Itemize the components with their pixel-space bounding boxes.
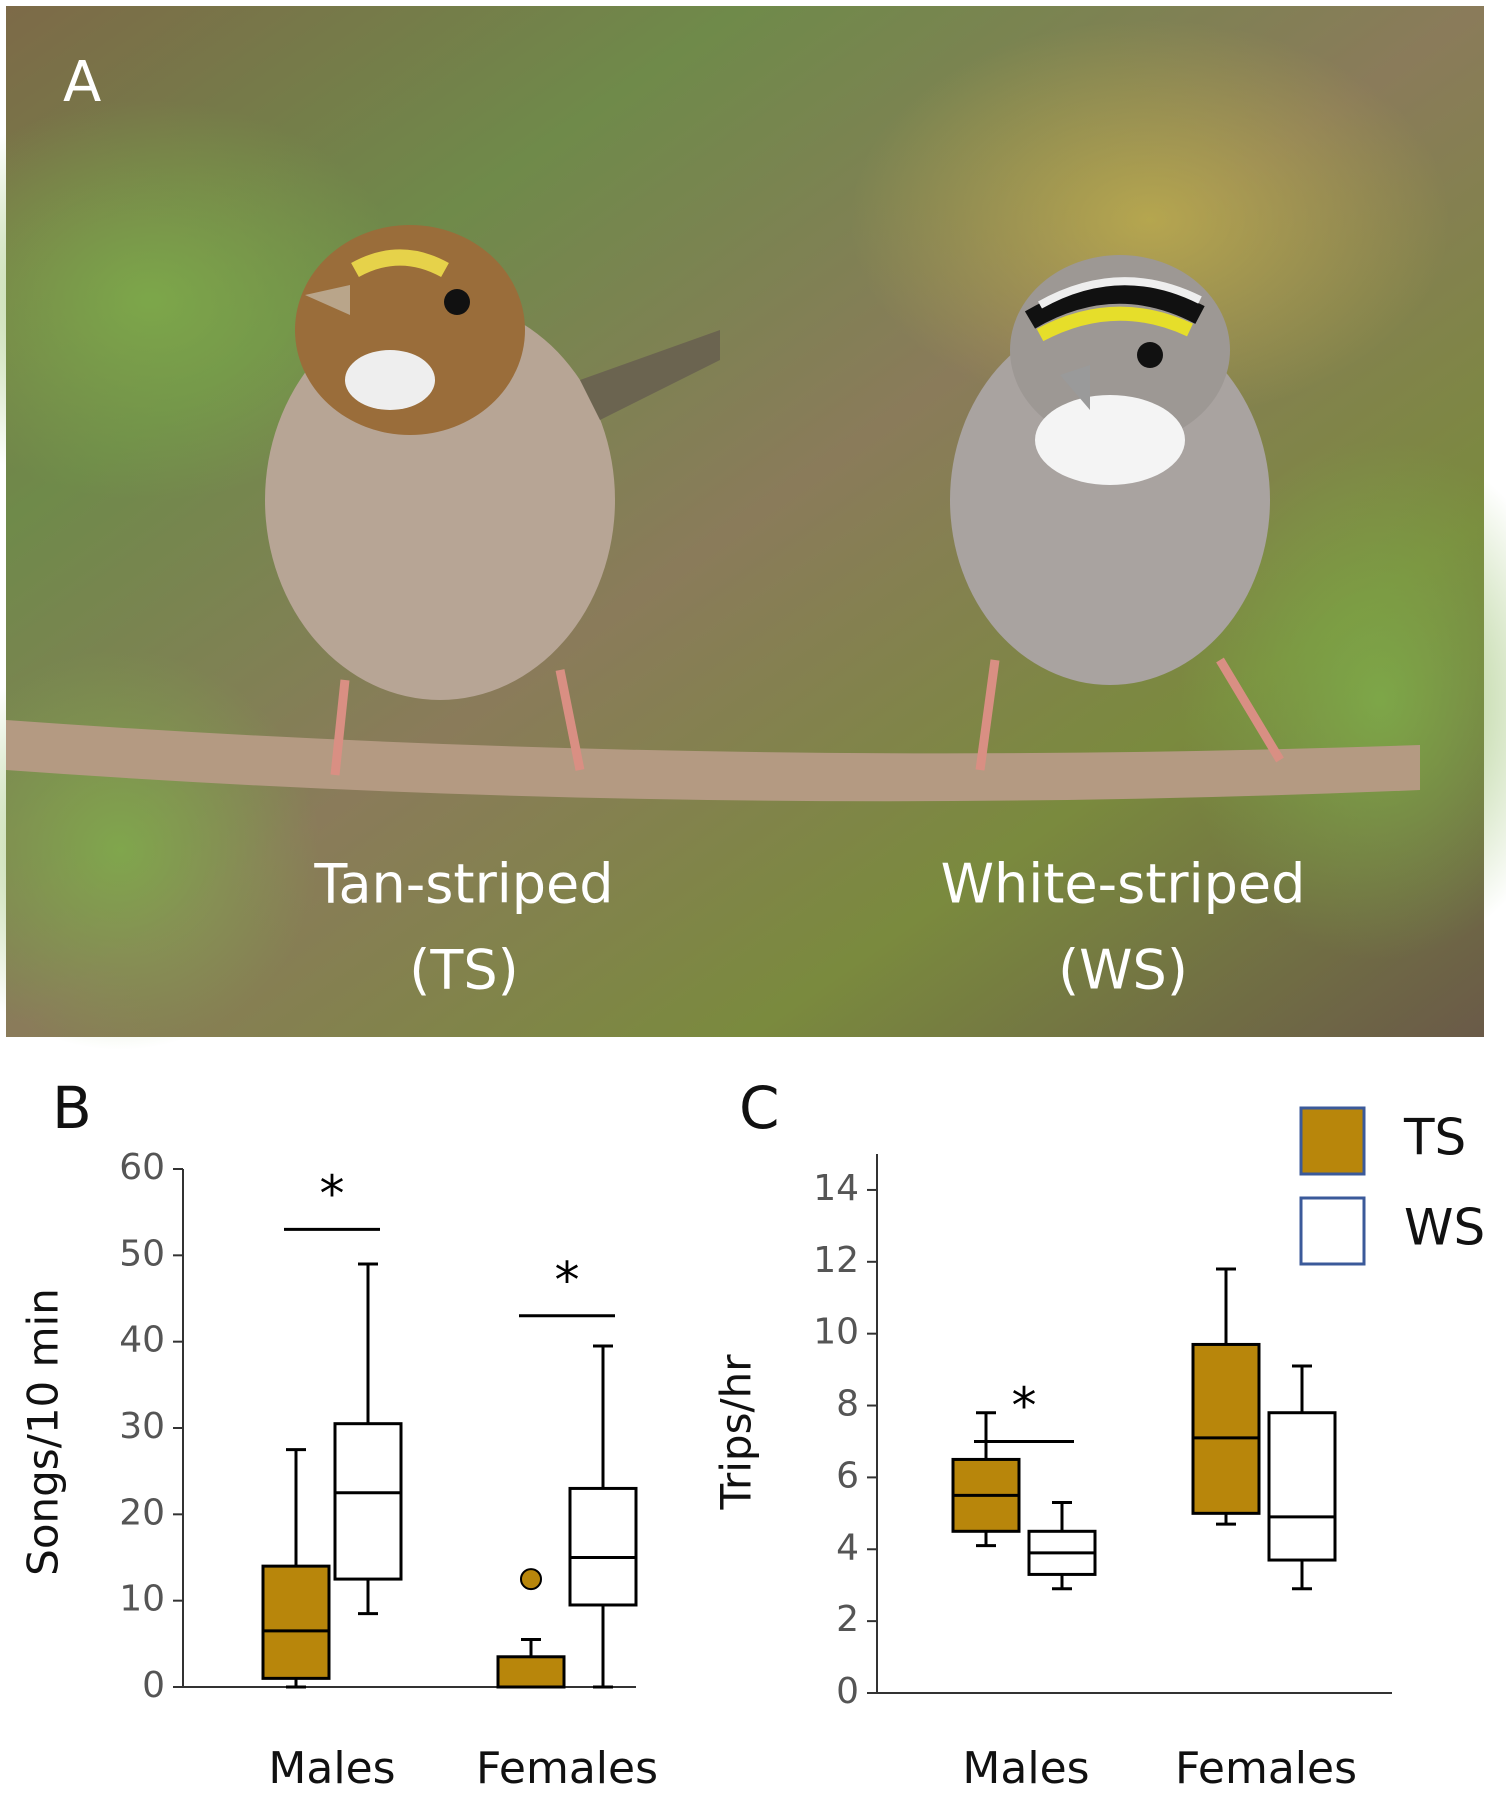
y-tick-label: 50 bbox=[119, 1233, 165, 1274]
caption: (WS) bbox=[1058, 939, 1188, 1002]
y-tick-label: 2 bbox=[836, 1599, 859, 1640]
panel-label: B bbox=[52, 1074, 92, 1142]
legend-label: WS bbox=[1404, 1199, 1485, 1257]
significance-label: * bbox=[320, 1165, 345, 1223]
box bbox=[1267, 1411, 1337, 1562]
y-tick-label: 12 bbox=[813, 1240, 859, 1281]
x-tick-label: Females bbox=[476, 1743, 658, 1794]
significance-label: * bbox=[555, 1251, 580, 1309]
box bbox=[568, 1486, 638, 1607]
legend-swatch bbox=[1299, 1196, 1366, 1266]
y-tick-label: 10 bbox=[813, 1312, 859, 1353]
caption: Tan-striped bbox=[313, 853, 613, 916]
y-tick-label: 40 bbox=[119, 1320, 165, 1361]
x-tick-label: Females bbox=[1175, 1743, 1357, 1794]
legend-label: TS bbox=[1403, 1109, 1466, 1167]
box bbox=[1191, 1342, 1261, 1515]
box bbox=[261, 1564, 331, 1680]
caption: (TS) bbox=[409, 939, 518, 1002]
y-tick-label: 6 bbox=[836, 1455, 859, 1496]
significance-label: * bbox=[1012, 1377, 1037, 1435]
legend-swatch bbox=[1299, 1106, 1366, 1176]
panel-label: C bbox=[739, 1074, 780, 1142]
y-tick-label: 8 bbox=[836, 1384, 859, 1425]
box bbox=[333, 1422, 403, 1581]
y-tick-label: 10 bbox=[119, 1579, 165, 1620]
y-tick-label: 4 bbox=[836, 1527, 859, 1568]
box bbox=[496, 1655, 566, 1689]
x-tick-label: Males bbox=[268, 1743, 395, 1794]
y-axis-title: Songs/10 min bbox=[19, 1288, 68, 1576]
panel-label: A bbox=[63, 50, 101, 115]
y-tick-label: 60 bbox=[119, 1147, 165, 1188]
y-axis-title: Trips/hr bbox=[712, 1354, 761, 1511]
y-tick-label: 30 bbox=[119, 1406, 165, 1447]
y-tick-label: 20 bbox=[119, 1492, 165, 1533]
photo: A Tan-striped (TS) White-striped (WS) bbox=[0, 6, 1506, 1050]
y-tick-label: 0 bbox=[142, 1665, 165, 1706]
outlier bbox=[520, 1568, 542, 1591]
x-tick-label: Males bbox=[962, 1743, 1089, 1794]
y-tick-label: 0 bbox=[836, 1671, 859, 1712]
caption: White-striped bbox=[941, 853, 1306, 916]
y-tick-label: 14 bbox=[813, 1168, 859, 1209]
